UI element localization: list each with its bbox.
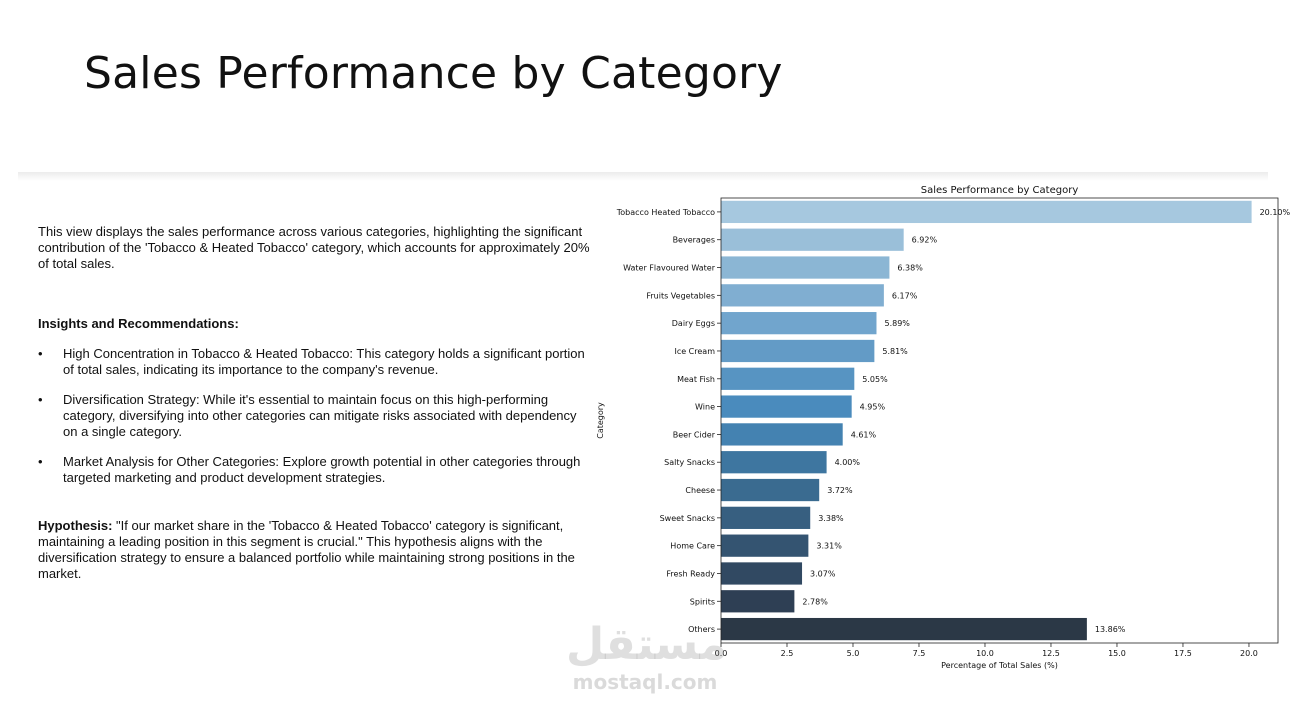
bar — [721, 478, 820, 502]
sales-chart: Sales Performance by Category 20.10% Tobac… — [590, 178, 1290, 678]
y-tick-label: Beverages — [673, 236, 715, 245]
x-tick-label: 7.5 — [913, 649, 926, 658]
y-tick-label: Cheese — [685, 486, 715, 495]
y-tick-label: Salty Snacks — [664, 458, 715, 467]
bullet-icon: • — [38, 454, 43, 469]
bullet-icon: • — [38, 346, 43, 361]
watermark-url: mostaql.com — [572, 670, 718, 694]
bar-value-label: 3.31% — [816, 542, 842, 551]
bar — [721, 395, 852, 418]
y-tick-label: Fruits Vegetables — [646, 291, 715, 300]
bar — [721, 617, 1087, 641]
bar-value-label: 5.81% — [882, 347, 908, 356]
insights-list: • High Concentration in Tobacco & Heated… — [38, 346, 590, 486]
y-tick-label: Water Flavoured Water — [623, 264, 716, 273]
bar-value-label: 6.17% — [892, 291, 918, 300]
bar — [721, 200, 1252, 224]
y-axis-label: Category — [596, 402, 605, 439]
bar-value-label: 4.95% — [860, 403, 886, 412]
watermark-arabic-logo: مستقل — [566, 619, 727, 670]
x-tick-label: 5.0 — [847, 649, 860, 658]
x-tick-label: 10.0 — [976, 649, 994, 658]
bar-value-label: 3.72% — [827, 486, 853, 495]
bar — [721, 284, 884, 307]
slide-title: Sales Performance by Category — [84, 48, 783, 99]
bullet-text: High Concentration in Tobacco & Heated T… — [63, 346, 585, 377]
y-tick-label: Ice Cream — [674, 347, 715, 356]
x-tick-label: 20.0 — [1240, 649, 1258, 658]
y-tick-label: Others — [688, 625, 715, 634]
mostaql-watermark-logo: مستقل mostaql.com — [566, 619, 727, 700]
bar — [721, 339, 875, 363]
y-tick-label: Meat Fish — [677, 375, 715, 384]
x-tick-label: 15.0 — [1108, 649, 1126, 658]
bar — [721, 256, 890, 279]
x-tick-label: 2.5 — [781, 649, 794, 658]
bar-value-label: 4.61% — [851, 430, 877, 439]
bar — [721, 534, 809, 557]
bullet-icon: • — [38, 392, 43, 407]
bar-chart-svg: Sales Performance by Category 20.10% Tobac… — [596, 185, 1290, 670]
bar-value-label: 2.78% — [802, 597, 828, 606]
y-tick-label: Spirits — [690, 597, 715, 606]
bar-value-label: 5.89% — [884, 319, 910, 328]
x-axis-label: Percentage of Total Sales (%) — [941, 661, 1058, 670]
list-item: • Market Analysis for Other Categories: … — [38, 454, 590, 486]
y-tick-label: Dairy Eggs — [672, 319, 715, 328]
x-tick-label: 12.5 — [1042, 649, 1060, 658]
y-tick-label: Beer Cider — [673, 430, 716, 439]
list-item: • High Concentration in Tobacco & Heated… — [38, 346, 590, 378]
title-divider — [18, 172, 1268, 181]
bar-value-label: 3.07% — [810, 569, 836, 578]
bar-value-label: 6.38% — [897, 264, 923, 273]
hypothesis-text: "If our market share in the 'Tobacco & H… — [38, 518, 575, 581]
text-panel: This view displays the sales performance… — [38, 224, 590, 582]
hypothesis-label: Hypothesis: — [38, 518, 113, 533]
bar-value-label: 5.05% — [862, 375, 888, 384]
x-tick-label: 17.5 — [1174, 649, 1192, 658]
bullet-text: Market Analysis for Other Categories: Ex… — [63, 454, 581, 485]
insights-heading: Insights and Recommendations: — [38, 316, 239, 331]
bar — [721, 562, 803, 585]
bar-value-label: 20.10% — [1260, 208, 1290, 217]
chart-title: Sales Performance by Category — [921, 185, 1079, 196]
bar — [721, 423, 843, 446]
list-item: • Diversification Strategy: While it's e… — [38, 392, 590, 440]
y-tick-label: Wine — [695, 403, 715, 412]
hypothesis-paragraph: Hypothesis: "If our market share in the … — [38, 518, 590, 582]
y-tick-label: Tobacco Heated Tobacco — [616, 208, 715, 217]
intro-paragraph: This view displays the sales performance… — [38, 224, 590, 271]
bar — [721, 590, 795, 613]
bar — [721, 451, 827, 474]
bar-value-label: 13.86% — [1095, 625, 1126, 634]
x-tick-label: 0.0 — [715, 649, 728, 658]
y-tick-label: Fresh Ready — [666, 569, 715, 578]
bar-value-label: 3.38% — [818, 514, 844, 523]
bullet-text: Diversification Strategy: While it's ess… — [63, 392, 577, 439]
bar — [721, 228, 904, 251]
plot-frame — [720, 197, 1279, 644]
y-tick-label: Home Care — [670, 542, 715, 551]
y-tick-label: Sweet Snacks — [660, 514, 715, 523]
bar — [721, 367, 855, 390]
bar-value-label: 6.92% — [912, 236, 938, 245]
bar-value-label: 4.00% — [835, 458, 861, 467]
bar — [721, 506, 811, 529]
bar — [721, 312, 877, 335]
